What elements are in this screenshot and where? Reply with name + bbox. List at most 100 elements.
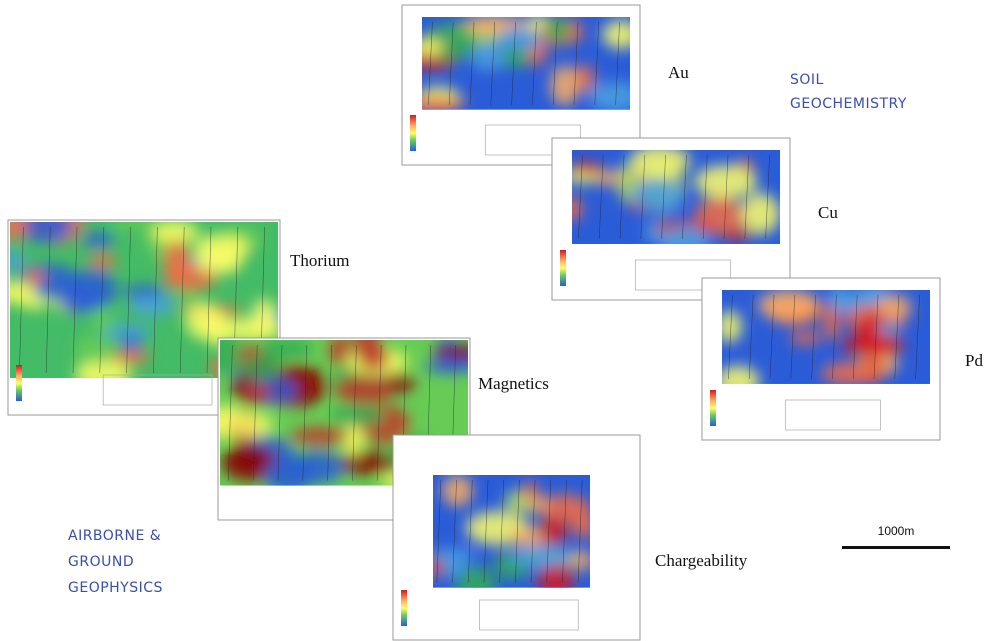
survey-line: [179, 226, 185, 374]
heat-blob: [176, 292, 198, 305]
survey-line: [578, 154, 583, 239]
heat-blob: [722, 365, 760, 384]
map-panel: [701, 277, 941, 441]
heat-blob: [632, 178, 685, 215]
heat-blobs: [422, 17, 630, 110]
heat-blob: [422, 37, 444, 57]
survey-line: [126, 226, 131, 374]
heat-blob: [521, 481, 539, 501]
survey-line: [744, 154, 750, 239]
heat-blob: [258, 340, 314, 359]
heat-blob: [19, 222, 73, 244]
survey-line: [530, 479, 536, 583]
heat-blob: [121, 284, 165, 298]
survey-line: [790, 294, 796, 379]
heat-blobs: [722, 290, 912, 384]
survey-line: [327, 344, 332, 481]
heat-blob: [469, 45, 510, 71]
legend-bar: [16, 365, 22, 401]
heat-blob: [820, 361, 885, 384]
heat-blob: [334, 374, 394, 405]
heat-blob: [342, 421, 364, 456]
survey-line: [376, 344, 382, 481]
survey-line: [852, 294, 858, 379]
survey-line: [728, 294, 733, 379]
heat-blob: [840, 335, 905, 356]
survey-line: [594, 21, 600, 105]
heat-blob: [224, 411, 273, 437]
survey-line: [661, 154, 666, 239]
legend-bar: [560, 250, 566, 286]
survey-line: [615, 21, 620, 105]
heat-blob: [544, 17, 572, 43]
survey-line: [436, 479, 442, 583]
map-label: Chargeability: [655, 551, 748, 570]
survey-line: [99, 226, 105, 374]
heat-blob: [57, 285, 101, 314]
heat-blob: [81, 232, 115, 248]
section-heading: GROUND: [68, 554, 134, 570]
heat-blob: [432, 345, 468, 360]
map-label: Au: [668, 63, 689, 82]
heat-blob: [194, 233, 250, 264]
map-panel: [392, 434, 641, 641]
survey-line: [277, 344, 283, 481]
heat-blob: [92, 307, 113, 334]
map-label: Thorium: [290, 251, 350, 270]
legend-bar: [410, 115, 416, 151]
map-panels: [7, 4, 941, 641]
heat-blob: [789, 331, 822, 345]
section-heading: GEOCHEMISTRY: [790, 96, 907, 112]
heat-blob: [442, 475, 473, 507]
heat-blob: [23, 268, 44, 286]
heat-blob: [151, 222, 199, 244]
heat-blob: [162, 240, 191, 281]
survey-line: [573, 21, 579, 105]
heat-blob: [508, 545, 571, 568]
map-label: Cu: [818, 203, 838, 222]
heat-blob: [661, 224, 710, 244]
heat-blob: [496, 26, 543, 51]
survey-line: [206, 226, 212, 374]
heat-blob: [878, 294, 912, 320]
heat-blob: [185, 302, 222, 340]
legend-bar: [401, 590, 407, 626]
heat-blob: [290, 426, 350, 445]
heat-blob: [501, 48, 531, 68]
heatmap: [572, 150, 780, 244]
survey-line: [153, 226, 158, 374]
heat-blob: [694, 164, 757, 199]
survey-line: [640, 154, 646, 239]
heat-blob: [328, 340, 351, 366]
heat-blob: [128, 292, 175, 317]
heat-blob: [88, 253, 117, 268]
heat-blob: [97, 324, 153, 339]
heat-blob: [240, 354, 283, 380]
survey-line: [723, 154, 729, 239]
survey-line: [682, 154, 687, 239]
heat-blob: [741, 193, 780, 235]
legend-box: [784, 399, 881, 431]
heat-blob: [757, 290, 820, 321]
survey-line: [428, 21, 433, 105]
survey-line: [562, 479, 567, 583]
heat-blob: [629, 150, 691, 178]
heatmap: [722, 290, 930, 384]
survey-line: [515, 479, 520, 583]
heat-blob: [878, 319, 900, 338]
heat-blob: [722, 310, 742, 343]
section-heading: SOIL: [790, 72, 824, 88]
survey-line: [19, 226, 24, 374]
heat-blob: [10, 249, 25, 272]
survey-line: [915, 294, 920, 379]
survey-line: [490, 21, 496, 105]
heat-blobs: [433, 475, 590, 588]
scale-bar: [842, 546, 950, 549]
heat-blob: [20, 297, 49, 310]
heat-blob: [456, 565, 496, 588]
scale-label: 1000m: [878, 524, 915, 538]
survey-line: [748, 294, 754, 379]
legend-bar: [710, 390, 716, 426]
survey-line: [873, 294, 879, 379]
survey-line: [302, 344, 308, 481]
